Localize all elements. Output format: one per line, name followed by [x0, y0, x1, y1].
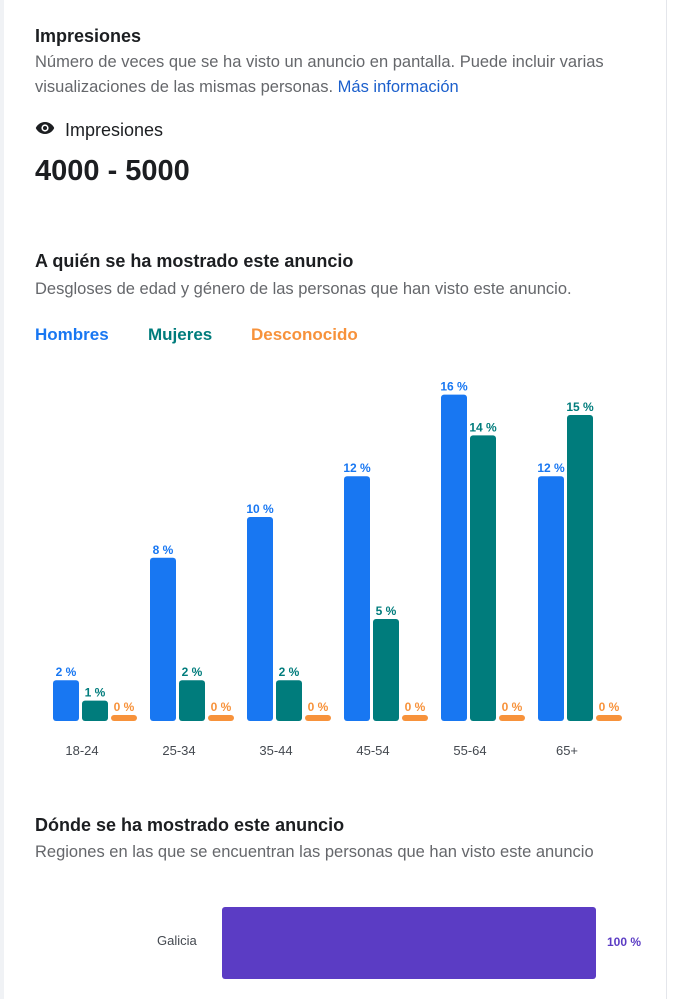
audience-description: Desgloses de edad y género de las person… [35, 280, 572, 298]
region-label: Galicia [157, 933, 197, 948]
legend-mujeres[interactable]: Mujeres [148, 325, 213, 344]
impressions-description: Número de veces que se ha visto un anunc… [35, 50, 645, 100]
bar-data-label: 8 % [153, 543, 174, 557]
bar-desconocido-55-64[interactable] [499, 715, 525, 721]
bar-desconocido-35-44[interactable] [305, 715, 331, 721]
bar-hombres-45-54[interactable] [344, 476, 370, 721]
bar-mujeres-35-44[interactable] [276, 680, 302, 721]
x-tick-label: 35-44 [259, 743, 292, 758]
eye-icon [35, 121, 55, 140]
bar-data-label: 2 % [182, 665, 203, 679]
bar-data-label: 16 % [440, 380, 468, 394]
regions-description: Regiones en las que se encuentran las pe… [35, 843, 594, 861]
bar-data-label: 0 % [502, 700, 523, 714]
bar-data-label: 0 % [114, 700, 135, 714]
bar-data-label: 15 % [566, 400, 594, 414]
impressions-metric-label: Impresiones [65, 120, 164, 140]
x-tick-label: 25-34 [162, 743, 195, 758]
bar-desconocido-18-24[interactable] [111, 715, 137, 721]
impressions-description-text: Número de veces que se ha visto un anunc… [35, 53, 604, 96]
bar-data-label: 5 % [376, 604, 397, 618]
x-tick-label: 18-24 [65, 743, 98, 758]
bar-hombres-65+[interactable] [538, 476, 564, 721]
impressions-value: 4000 - 5000 [35, 155, 190, 187]
bar-mujeres-18-24[interactable] [82, 700, 108, 721]
bar-data-label: 1 % [85, 686, 106, 700]
page-left-edge [0, 0, 4, 999]
bar-hombres-18-24[interactable] [53, 680, 79, 721]
bar-hombres-55-64[interactable] [441, 394, 467, 721]
x-tick-label: 55-64 [453, 743, 486, 758]
bar-desconocido-45-54[interactable] [402, 715, 428, 721]
bar-data-label: 2 % [279, 665, 300, 679]
bar-mujeres-45-54[interactable] [373, 619, 399, 721]
more-info-link[interactable]: Más información [337, 78, 459, 96]
impressions-metric-row: Impresiones [35, 120, 163, 141]
bar-mujeres-65+[interactable] [567, 415, 593, 721]
bar-data-label: 12 % [343, 461, 371, 475]
bar-hombres-25-34[interactable] [150, 557, 176, 721]
bar-data-label: 2 % [56, 665, 77, 679]
legend-desconocido[interactable]: Desconocido [251, 325, 358, 344]
region-percent-label: 100 % [607, 935, 642, 949]
bar-data-label: 12 % [537, 461, 565, 475]
bar-mujeres-25-34[interactable] [179, 680, 205, 721]
bar-desconocido-65+[interactable] [596, 715, 622, 721]
bar-hombres-35-44[interactable] [247, 517, 273, 721]
regions-title: Dónde se ha mostrado este anuncio [35, 815, 345, 835]
x-tick-label: 45-54 [356, 743, 389, 758]
x-tick-label: 65+ [556, 743, 578, 758]
bar-mujeres-55-64[interactable] [470, 435, 496, 721]
region-bar[interactable] [222, 907, 596, 979]
legend-hombres[interactable]: Hombres [35, 325, 109, 344]
bar-data-label: 10 % [246, 502, 274, 516]
bar-data-label: 0 % [405, 700, 426, 714]
bar-data-label: 0 % [308, 700, 329, 714]
bar-data-label: 14 % [469, 420, 497, 434]
impressions-title: Impresiones [35, 26, 142, 46]
bar-desconocido-25-34[interactable] [208, 715, 234, 721]
bar-data-label: 0 % [599, 700, 620, 714]
audience-title: A quién se ha mostrado este anuncio [35, 251, 354, 271]
bar-data-label: 0 % [211, 700, 232, 714]
scrollbar-track[interactable] [666, 0, 687, 999]
